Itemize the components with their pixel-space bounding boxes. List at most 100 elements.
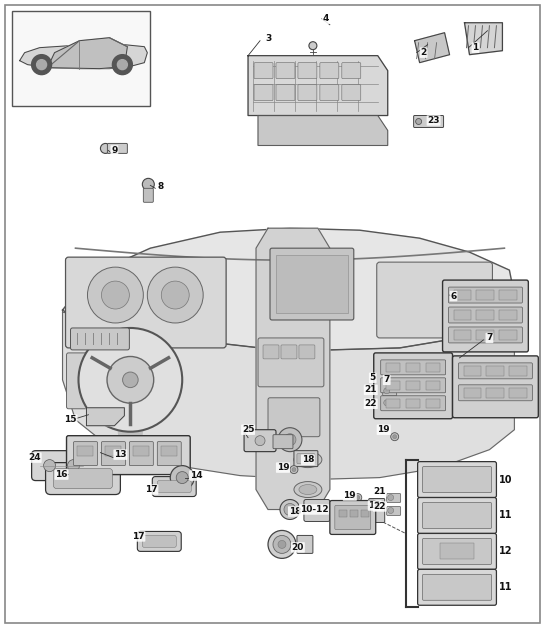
Circle shape xyxy=(37,60,46,70)
Bar xyxy=(476,330,494,340)
Circle shape xyxy=(44,460,56,472)
FancyBboxPatch shape xyxy=(417,533,496,570)
Bar xyxy=(440,543,475,560)
Circle shape xyxy=(290,465,298,474)
Bar xyxy=(510,366,528,376)
FancyBboxPatch shape xyxy=(342,85,361,100)
FancyBboxPatch shape xyxy=(417,570,496,605)
Text: 17: 17 xyxy=(145,485,158,494)
FancyBboxPatch shape xyxy=(74,441,98,465)
FancyBboxPatch shape xyxy=(414,116,444,127)
Bar xyxy=(453,330,471,340)
Text: 8: 8 xyxy=(157,182,164,191)
Text: 12: 12 xyxy=(499,546,513,556)
Circle shape xyxy=(384,388,390,394)
Circle shape xyxy=(170,465,194,490)
Text: 14: 14 xyxy=(190,471,203,480)
Text: 5: 5 xyxy=(370,373,376,382)
Circle shape xyxy=(309,41,317,50)
Text: 17: 17 xyxy=(132,532,144,541)
Bar xyxy=(405,363,420,372)
Text: 22: 22 xyxy=(373,502,386,511)
Bar xyxy=(386,399,399,408)
Bar xyxy=(487,366,505,376)
FancyBboxPatch shape xyxy=(258,338,324,387)
Ellipse shape xyxy=(294,482,322,497)
Text: 7: 7 xyxy=(486,333,493,342)
FancyBboxPatch shape xyxy=(281,345,297,359)
Bar xyxy=(405,381,420,390)
Circle shape xyxy=(117,60,128,70)
Text: 23: 23 xyxy=(427,116,440,125)
Polygon shape xyxy=(464,23,502,55)
Text: 1: 1 xyxy=(473,43,479,52)
FancyBboxPatch shape xyxy=(452,356,538,418)
Text: 13: 13 xyxy=(114,450,126,459)
Bar xyxy=(487,388,505,398)
Circle shape xyxy=(393,435,397,439)
FancyBboxPatch shape xyxy=(65,257,226,348)
Text: 21: 21 xyxy=(365,386,377,394)
Text: 2: 2 xyxy=(421,48,427,57)
Circle shape xyxy=(176,472,188,484)
FancyBboxPatch shape xyxy=(276,85,295,100)
FancyBboxPatch shape xyxy=(143,188,153,202)
FancyBboxPatch shape xyxy=(158,480,191,492)
FancyBboxPatch shape xyxy=(70,328,129,350)
Text: 19: 19 xyxy=(343,491,356,500)
Ellipse shape xyxy=(299,485,317,494)
Circle shape xyxy=(384,400,390,406)
Text: 16: 16 xyxy=(55,470,68,479)
FancyBboxPatch shape xyxy=(263,345,279,359)
FancyBboxPatch shape xyxy=(32,451,92,480)
FancyBboxPatch shape xyxy=(142,536,176,548)
FancyBboxPatch shape xyxy=(383,399,397,408)
Bar xyxy=(339,509,347,517)
Bar xyxy=(499,310,517,320)
FancyBboxPatch shape xyxy=(342,63,361,78)
Polygon shape xyxy=(248,56,387,116)
Bar xyxy=(426,399,440,408)
Bar xyxy=(350,509,358,517)
FancyBboxPatch shape xyxy=(268,398,320,436)
Polygon shape xyxy=(47,38,128,68)
Text: 7: 7 xyxy=(384,376,390,384)
Circle shape xyxy=(354,494,362,502)
Text: 18: 18 xyxy=(302,455,314,464)
Circle shape xyxy=(268,531,296,558)
FancyBboxPatch shape xyxy=(254,85,273,100)
FancyBboxPatch shape xyxy=(297,453,315,463)
FancyBboxPatch shape xyxy=(369,499,385,522)
Bar xyxy=(510,388,528,398)
Circle shape xyxy=(387,494,393,501)
Circle shape xyxy=(280,499,300,519)
FancyBboxPatch shape xyxy=(335,506,371,529)
Bar xyxy=(105,446,122,456)
Polygon shape xyxy=(20,45,147,68)
Circle shape xyxy=(356,495,360,499)
Circle shape xyxy=(387,507,393,514)
Bar xyxy=(386,363,399,372)
Bar xyxy=(453,290,471,300)
Bar xyxy=(499,290,517,300)
Bar xyxy=(361,509,369,517)
Polygon shape xyxy=(87,408,124,426)
FancyBboxPatch shape xyxy=(66,436,190,475)
Text: 11: 11 xyxy=(499,511,513,521)
FancyBboxPatch shape xyxy=(137,531,181,551)
Ellipse shape xyxy=(294,452,322,468)
Circle shape xyxy=(255,436,265,446)
FancyBboxPatch shape xyxy=(422,502,492,528)
Circle shape xyxy=(123,372,138,387)
FancyBboxPatch shape xyxy=(381,360,446,375)
FancyBboxPatch shape xyxy=(458,363,532,379)
FancyBboxPatch shape xyxy=(152,477,196,497)
Bar xyxy=(426,381,440,390)
FancyBboxPatch shape xyxy=(101,441,125,465)
FancyBboxPatch shape xyxy=(417,462,496,497)
Circle shape xyxy=(78,328,182,431)
FancyBboxPatch shape xyxy=(297,536,313,553)
FancyBboxPatch shape xyxy=(244,430,276,452)
Bar xyxy=(476,290,494,300)
FancyBboxPatch shape xyxy=(387,494,401,502)
